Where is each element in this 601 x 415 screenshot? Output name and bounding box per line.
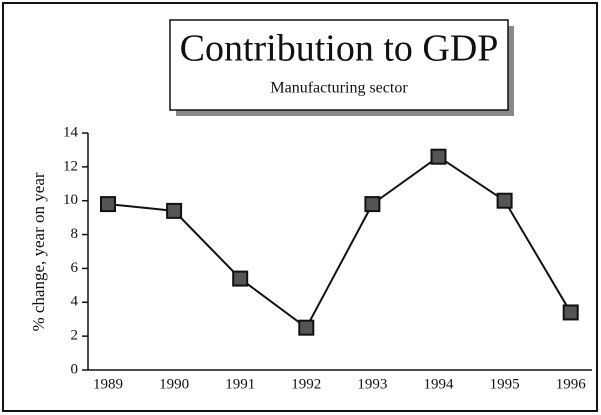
x-tick-label: 1991 [225, 376, 255, 392]
y-tick-label: 0 [71, 361, 79, 377]
y-tick-label: 4 [71, 294, 79, 310]
point-marker [562, 304, 579, 321]
y-tick-label: 12 [63, 158, 78, 174]
y-tick-label: 14 [63, 124, 79, 140]
point-marker [364, 196, 381, 213]
point-marker [232, 270, 249, 287]
outer-frame [2, 2, 598, 412]
x-tick-label: 1992 [291, 376, 321, 392]
point-marker [430, 148, 447, 165]
x-tick-label: 1995 [490, 376, 520, 392]
x-tick-label: 1990 [159, 376, 189, 392]
y-tick-label: 2 [71, 328, 79, 344]
point-marker [166, 202, 183, 219]
x-tick-label: 1989 [93, 376, 123, 392]
x-tick-label: 1993 [357, 376, 387, 392]
data-line [107, 155, 572, 330]
x-tick-label: 1994 [424, 376, 455, 392]
chart-subtitle: Manufacturing sector [270, 80, 408, 97]
point-marker [298, 319, 315, 336]
point-marker [496, 192, 513, 209]
y-tick-label: 8 [71, 226, 79, 242]
title-box [169, 19, 509, 111]
y-tick-label: 6 [71, 260, 79, 276]
y-axis-label: % change, year on year [29, 172, 48, 331]
y-tick-label: 10 [63, 192, 78, 208]
x-tick-label: 1996 [556, 376, 587, 392]
chart-title: Contribution to GDP [180, 28, 499, 70]
point-marker [100, 196, 116, 213]
